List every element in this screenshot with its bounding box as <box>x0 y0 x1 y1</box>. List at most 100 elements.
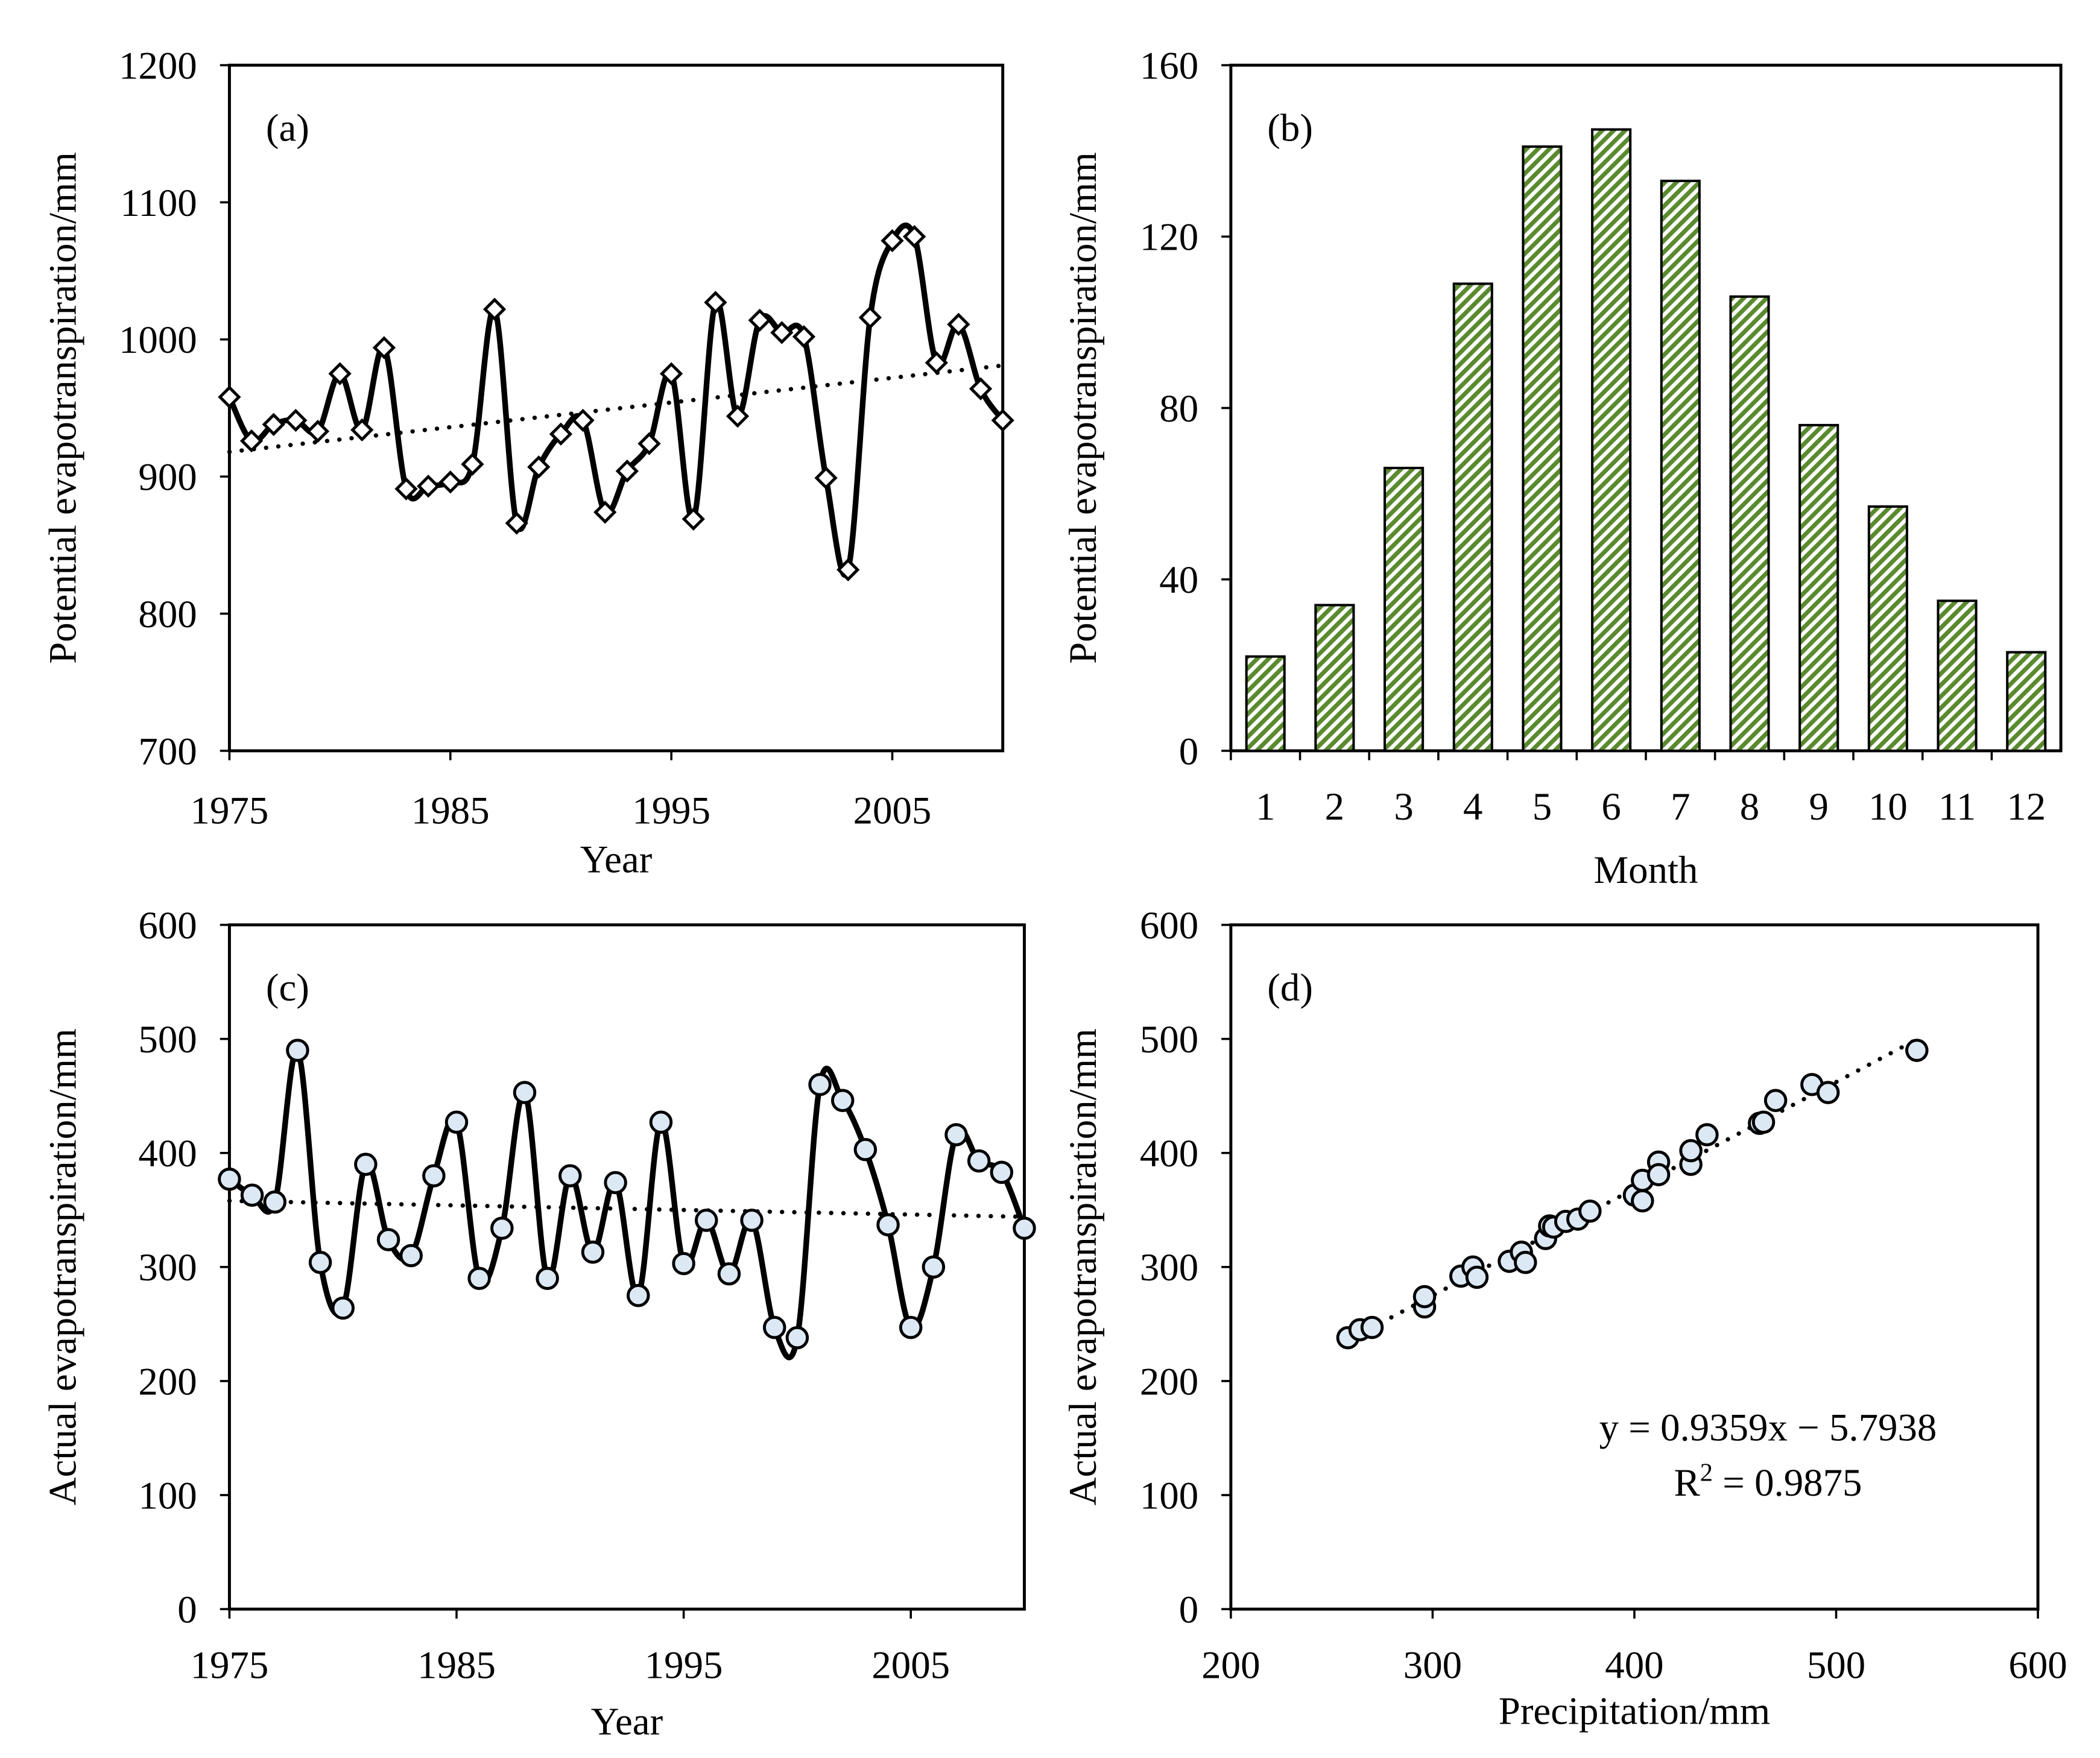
data-point <box>376 1228 400 1251</box>
data-point <box>558 1164 582 1187</box>
y-tick-label: 160 <box>1140 44 1198 87</box>
data-point <box>399 1244 423 1268</box>
data-point <box>899 1315 923 1339</box>
data-point <box>808 1073 832 1096</box>
data-point <box>649 1110 673 1134</box>
x-tick-label: 1985 <box>417 1643 496 1687</box>
series-line <box>227 223 1005 578</box>
y-tick-label: 1200 <box>119 44 197 87</box>
bar <box>1591 128 1632 752</box>
bar <box>1660 179 1701 752</box>
data-point <box>218 385 241 409</box>
panel-b-chart: (b) Potential evapotranspiration/mm Month 0… <box>1061 44 2063 892</box>
panel-a-chart: (a) Potential evapotranspiration/mm Year 70… <box>41 44 1014 881</box>
panel-d-chart: (d) Actual evapotranspiration/mm Precipita… <box>1061 904 2067 1733</box>
bar <box>1522 145 1563 752</box>
r-squared: R2 = 0.9875 <box>1674 1459 1862 1505</box>
data-point <box>438 470 462 494</box>
data-point <box>1679 1139 1703 1163</box>
data-point <box>659 362 683 385</box>
x-tick-label: 6 <box>1601 785 1621 829</box>
data-point <box>286 1039 309 1062</box>
data-point <box>902 225 926 248</box>
data-point <box>1578 1199 1602 1223</box>
y-tick-label: 80 <box>1159 387 1198 431</box>
data-point <box>536 1266 559 1291</box>
data-point <box>922 1255 946 1279</box>
x-tick-label: 1 <box>1256 785 1275 829</box>
bar <box>1867 505 1908 752</box>
x-tick-label: 300 <box>1403 1643 1462 1687</box>
data-point <box>1816 1081 1840 1104</box>
data-point <box>770 321 794 344</box>
x-axis-title: Year <box>580 838 653 881</box>
data-point <box>513 1081 537 1104</box>
data-point <box>858 306 882 329</box>
x-tick-label: 4 <box>1463 785 1482 829</box>
data-point <box>969 377 993 400</box>
data-point <box>925 351 948 375</box>
data-point <box>1631 1189 1654 1213</box>
data-point <box>876 1213 900 1237</box>
bar <box>2006 651 2047 752</box>
data-point <box>785 1326 809 1350</box>
panel-c-chart: (c) Actual evapotranspiration/mm Year 0 100 2… <box>41 904 1036 1744</box>
data-point <box>263 1190 286 1214</box>
x-axis-title: Precipitation/mm <box>1499 1689 1770 1733</box>
x-tick-label: 1985 <box>411 789 490 833</box>
data-point <box>990 1160 1014 1184</box>
y-tick-label: 600 <box>1140 904 1198 947</box>
data-point <box>944 1123 968 1146</box>
data-point <box>627 1283 650 1307</box>
plot-frame <box>1229 63 2063 753</box>
data-point <box>740 1209 764 1232</box>
y-axis-title: Potential evapotranspiration/mm <box>1061 152 1105 664</box>
x-tick-label: 1975 <box>191 1643 269 1687</box>
x-tick-label: 2 <box>1325 785 1344 829</box>
x-tick-label: 7 <box>1671 785 1690 829</box>
data-point <box>328 362 352 385</box>
r-squared-superscript: 2 <box>1700 1459 1713 1487</box>
plot-frame <box>227 63 1005 753</box>
data-point <box>762 1315 786 1339</box>
data-point <box>1763 1089 1788 1113</box>
data-point <box>1465 1265 1489 1289</box>
x-tick-label: 200 <box>1201 1643 1260 1687</box>
data-point <box>461 452 484 476</box>
trend-line <box>227 1198 1027 1219</box>
panel-label: (b) <box>1267 106 1313 150</box>
data-point <box>240 1183 264 1207</box>
x-tick-label: 8 <box>1740 785 1759 829</box>
y-tick-label: 700 <box>138 730 197 773</box>
plot-frame <box>1229 923 2040 1611</box>
x-tick-label: 9 <box>1809 785 1828 829</box>
bar <box>1314 604 1355 752</box>
data-point <box>467 1266 491 1291</box>
data-point <box>284 408 308 432</box>
data-point <box>350 418 374 442</box>
data-point <box>581 1241 605 1264</box>
data-point <box>947 312 970 336</box>
data-point <box>331 1296 355 1320</box>
y-tick-label: 200 <box>1140 1360 1198 1403</box>
data-point <box>1695 1123 1719 1146</box>
data-point <box>482 297 507 321</box>
data-point <box>549 422 573 446</box>
panel-label: (a) <box>266 106 309 150</box>
y-tick-label: 800 <box>138 593 197 636</box>
r-squared-value: = 0.9875 <box>1713 1461 1862 1505</box>
y-tick-label: 300 <box>1140 1246 1198 1289</box>
x-tick-label: 2005 <box>853 789 932 833</box>
x-tick-label: 3 <box>1394 785 1413 829</box>
data-point <box>505 511 528 535</box>
y-tick-label: 100 <box>138 1474 197 1517</box>
data-point <box>593 501 617 524</box>
data-point <box>830 1089 855 1113</box>
panel-label: (c) <box>266 966 309 1010</box>
x-tick-label: 2005 <box>871 1643 950 1687</box>
data-point <box>422 1164 446 1187</box>
y-tick-label: 400 <box>1140 1132 1198 1175</box>
data-point <box>1013 1216 1036 1240</box>
data-point <box>354 1153 378 1176</box>
